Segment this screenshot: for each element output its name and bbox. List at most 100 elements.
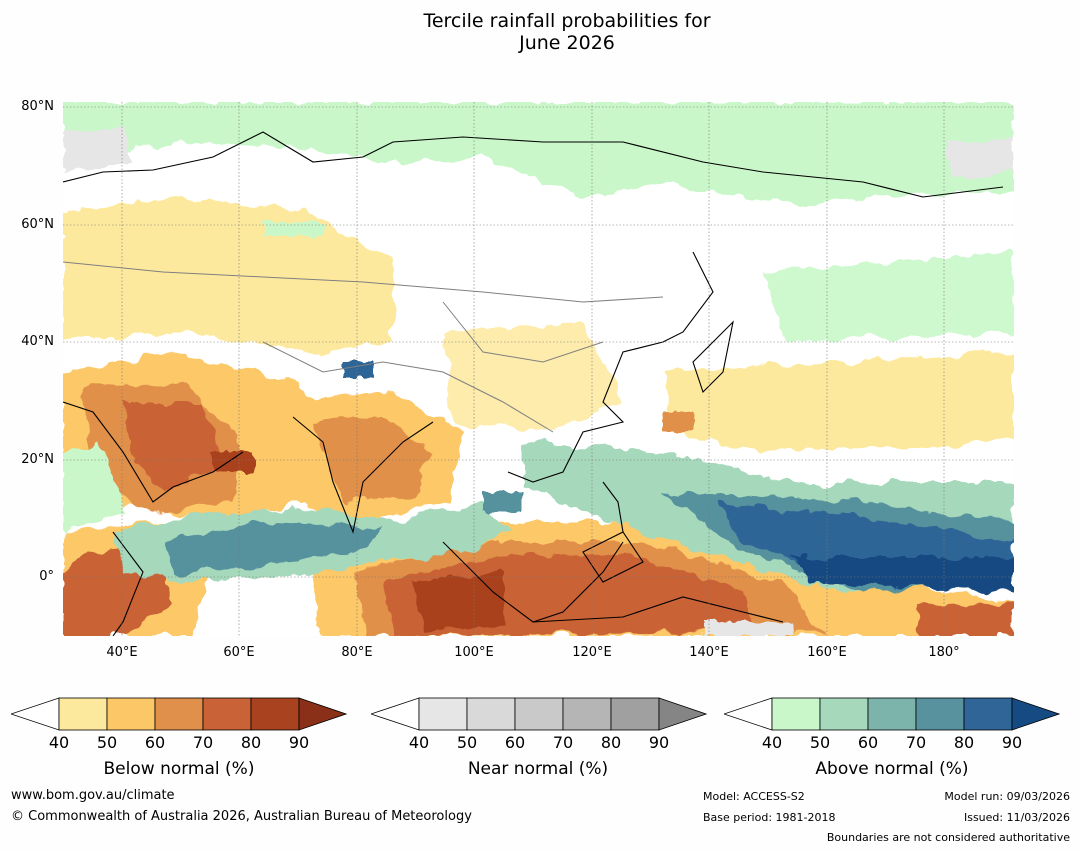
above-normal-pacific-north [763, 252, 1014, 342]
above-normal-swatch-5 [963, 697, 1013, 731]
below-normal-tick: 40 [48, 733, 70, 752]
above-normal-patch-siberia [263, 222, 323, 236]
below-normal-swatch-1 [58, 697, 108, 731]
lat-label-equator: 0° [39, 569, 54, 584]
lon-label-100e: 100°E [454, 645, 494, 660]
title-line-2: June 2026 [519, 32, 615, 54]
borneo-coast [582, 531, 644, 583]
above-normal-tick: 70 [905, 733, 927, 752]
graticule [63, 102, 1014, 636]
above-normal-legend-title: Above normal (%) [815, 759, 969, 779]
above-normal-tick: 90 [1001, 733, 1023, 752]
below-normal-swatch-6 [298, 697, 347, 731]
lon-label-60e: 60°E [223, 645, 255, 660]
above-normal-swatch-3 [867, 697, 917, 731]
above-normal-swatch-6 [1011, 697, 1060, 731]
near-normal-legend-title: Near normal (%) [467, 759, 609, 779]
above-normal-tick: 50 [809, 733, 831, 752]
below-normal-swatch-4 [202, 697, 252, 731]
above-normal-indian-band-core [163, 522, 383, 572]
above-normal-pacific-peak [793, 557, 1014, 592]
below-normal-legend-title: Below normal (%) [103, 759, 255, 779]
above-normal-patch-indochina [483, 492, 523, 512]
below-normal-swatch-3 [154, 697, 204, 731]
below-normal-colorbar [11, 697, 347, 731]
map-canvas [63, 102, 1014, 636]
near-normal-colorbar [371, 697, 707, 731]
copyright-text: © Commonwealth of Australia 2026, Austra… [11, 809, 472, 824]
africa-east-coast [112, 531, 144, 636]
java-coast [532, 596, 784, 623]
rainfall-map[interactable] [63, 102, 1014, 636]
lon-label-180: 180° [928, 645, 960, 660]
near-normal-swatch-4 [562, 697, 612, 731]
below-normal-tick: 50 [96, 733, 118, 752]
above-normal-tick: 80 [953, 733, 975, 752]
lat-label-40n: 40°N [21, 334, 54, 349]
near-normal-patch-south [703, 622, 793, 636]
arabia-coast [63, 401, 244, 503]
above-normal-africa-north [63, 442, 123, 532]
website-link[interactable]: www.bom.gov.au/climate [11, 788, 175, 803]
near-normal-swatch-1 [418, 697, 468, 731]
near-normal-tick: 90 [648, 733, 670, 752]
near-normal-swatch-3 [514, 697, 564, 731]
above-normal-north [63, 102, 1014, 202]
near-normal-swatch-5 [610, 697, 660, 731]
below-normal-india-mid [313, 417, 433, 502]
below-normal-china [443, 322, 623, 432]
lon-label-120e: 120°E [572, 645, 612, 660]
above-normal-swatch-2 [819, 697, 869, 731]
probability-patches [213, 222, 793, 636]
chart-title: Tercile rainfall probabilities for June … [0, 10, 1081, 54]
below-normal-swatch-0 [11, 697, 60, 731]
boundary-mongolia [442, 301, 604, 363]
near-normal-east [943, 137, 1014, 177]
japan-coast [692, 320, 734, 394]
below-normal-tick: 70 [192, 733, 214, 752]
country-boundaries [63, 261, 664, 433]
near-normal-west [63, 127, 133, 172]
probability-fields [63, 102, 1014, 636]
lat-label-60n: 60°N [21, 217, 54, 232]
below-normal-tick: 90 [288, 733, 310, 752]
lat-label-20n: 20°N [21, 452, 54, 467]
above-normal-swatch-1 [771, 697, 821, 731]
below-normal-tick: 60 [144, 733, 166, 752]
near-normal-tick: 40 [408, 733, 430, 752]
above-normal-tick: 40 [761, 733, 783, 752]
above-normal-colorbar [724, 697, 1060, 731]
base-period-info: Base period: 1981-2018 [703, 811, 836, 824]
boundaries-disclaimer: Boundaries are not considered authoritat… [826, 831, 1070, 844]
boundary-north [63, 261, 664, 303]
lon-label-160e: 160°E [807, 645, 847, 660]
near-normal-swatch-2 [466, 697, 516, 731]
below-normal-pacific [663, 352, 1014, 452]
lon-label-40e: 40°E [106, 645, 138, 660]
issued-info: Issued: 11/03/2026 [963, 811, 1070, 824]
east-asia-coast [507, 251, 714, 483]
lon-label-140e: 140°E [689, 645, 729, 660]
below-normal-swatch-2 [106, 697, 156, 731]
below-normal-patch-pacific [663, 412, 693, 432]
india-coast [292, 416, 434, 534]
near-normal-tick: 50 [456, 733, 478, 752]
near-normal-tick: 80 [600, 733, 622, 752]
below-normal-swatch-5 [250, 697, 300, 731]
near-normal-swatch-6 [658, 697, 707, 731]
lat-label-80n: 80°N [21, 99, 54, 114]
model-info: Model: ACCESS-S2 [703, 790, 805, 803]
below-normal-pacific-south [913, 602, 1014, 636]
near-normal-tick: 70 [552, 733, 574, 752]
sumatra-coast [442, 541, 624, 623]
below-normal-patch-arabia [213, 452, 253, 472]
lon-label-80e: 80°E [341, 645, 373, 660]
above-normal-patch-himalaya [343, 362, 373, 378]
above-normal-swatch-0 [724, 697, 773, 731]
below-normal-tick: 80 [240, 733, 262, 752]
boundary-himalaya [262, 341, 554, 433]
title-line-1: Tercile rainfall probabilities for [423, 10, 711, 32]
near-normal-swatch-0 [371, 697, 420, 731]
below-normal-maritime-peak [413, 572, 503, 632]
arctic-coast [63, 131, 1004, 198]
